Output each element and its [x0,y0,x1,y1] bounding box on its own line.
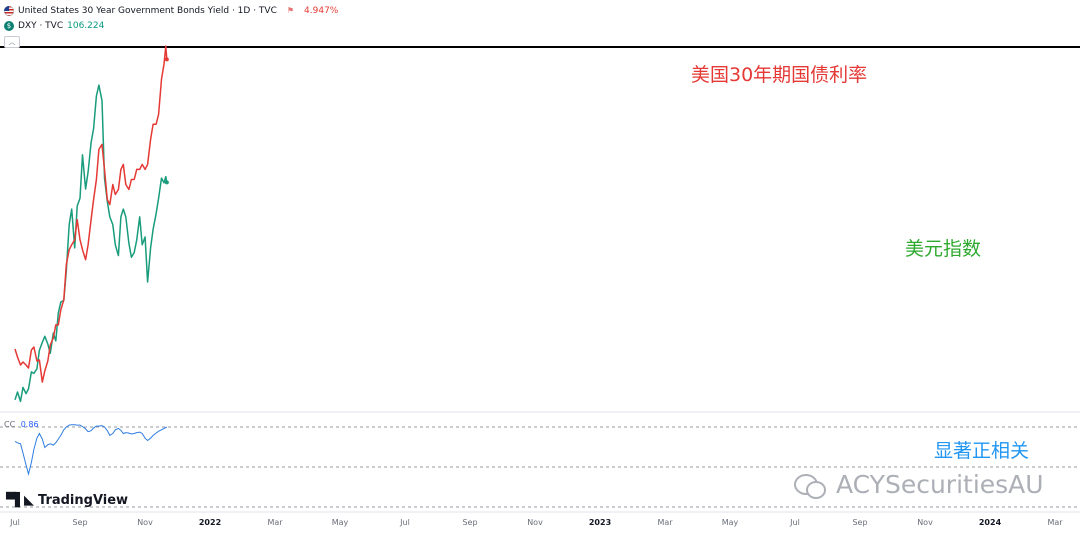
time-axis-tick: Jul [10,518,20,527]
watermark: ACYSecuritiesAU [794,470,1044,499]
wechat-icon [794,472,828,499]
time-axis-tick: Mar [1047,518,1063,527]
time-axis-tick: Sep [852,518,868,527]
time-axis-tick: Sep [72,518,88,527]
dxy-last-point [164,180,169,185]
yield-series-line [14,45,168,383]
cc-annotation: 显著正相关 [934,440,1030,462]
tradingview-logo-text: TradingView [38,493,129,508]
dxy-series-line [14,84,168,403]
watermark-text: ACYSecuritiesAU [836,470,1044,499]
time-axis-tick: May [331,518,349,527]
tradingview-logo-icon: ▀▌◣ [6,493,34,508]
legend-dxy-label: DXY · TVC [18,20,64,31]
legend-dxy-value: 106.224 [67,20,105,31]
legend-row-dxy[interactable]: $ DXY · TVC 106.224 [4,18,338,33]
yield-annotation: 美国30年期国债利率 [691,64,868,86]
time-axis-tick: Mar [657,518,673,527]
time-axis-tick: 2023 [588,518,612,527]
legend-row-yield[interactable]: United States 30 Year Government Bonds Y… [4,3,338,18]
legend-yield-value: 4.947% [304,5,339,16]
time-axis-tick: Jul [790,518,800,527]
time-axis-tick: Sep [462,518,478,527]
time-axis-tick: Mar [267,518,283,527]
time-axis[interactable]: Jul Sep Nov 2022 Mar May Jul Sep Nov 2023 Mar May Ju… [0,513,1080,533]
time-axis-tick: Jul [400,518,410,527]
dxy-annotation: 美元指数 [905,238,982,260]
legend-yield-label: United States 30 Year Government Bonds Y… [18,5,277,16]
chart-legend: United States 30 Year Government Bonds Y… [4,3,338,48]
cc-indicator-value: 0.86 [20,420,39,429]
chevron-up-icon[interactable]: ︿ [4,36,20,48]
time-axis-tick: Nov [137,518,153,527]
dollar-icon: $ [4,20,14,31]
cc-indicator-name: CC [4,420,16,429]
flag-icon[interactable]: ⚑ [286,6,295,15]
time-axis-tick: 2022 [198,518,222,527]
time-axis-tick: Nov [527,518,543,527]
time-axis-tick: Nov [917,518,933,527]
cc-indicator-legend[interactable]: CC 0.86 [4,420,39,429]
time-axis-tick: 2024 [978,518,1002,527]
yield-last-point [164,57,169,62]
us-flag-icon [4,5,14,16]
tradingview-logo[interactable]: ▀▌◣ TradingView [6,493,128,508]
time-axis-tick: May [721,518,739,527]
cc-series-line [14,424,168,476]
